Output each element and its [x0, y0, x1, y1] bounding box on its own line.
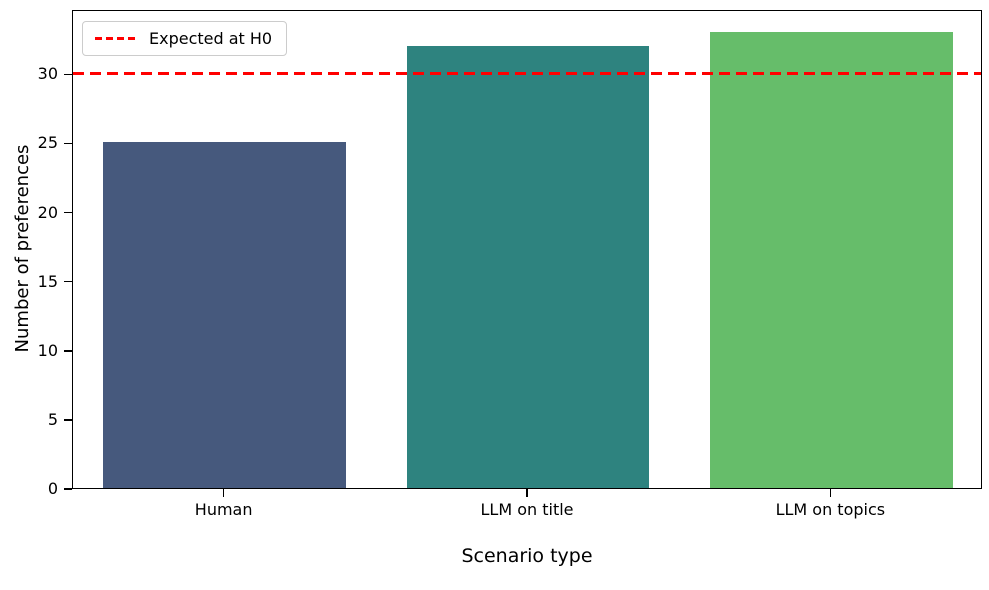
x-tick-label-llm-on-title: LLM on title [480, 500, 574, 519]
y-tick-mark [64, 280, 72, 283]
legend: Expected at H0 [82, 21, 288, 56]
y-tick-mark [64, 211, 72, 214]
x-tick-mark [829, 489, 832, 497]
y-tick-label: 5 [47, 409, 58, 429]
y-tick-mark [64, 350, 72, 352]
y-tick-mark [64, 488, 72, 490]
legend-dashed-line-icon [95, 37, 137, 40]
y-tick-label: 15 [37, 271, 58, 291]
legend-label: Expected at H0 [149, 29, 273, 48]
plot-area: Expected at H0 [72, 10, 982, 489]
bar-human [103, 142, 346, 488]
y-tick-label: 20 [37, 202, 58, 222]
x-tick-label-llm-on-topics: LLM on topics [775, 500, 886, 519]
x-tick-mark [222, 489, 225, 497]
y-tick-label: 30 [37, 64, 58, 84]
bar-llm-on-title [406, 45, 650, 488]
y-tick-label: 25 [37, 133, 58, 153]
x-axis-title: Scenario type [461, 545, 593, 567]
x-tick-label-human: Human [194, 500, 253, 519]
x-tick-mark [526, 489, 528, 497]
y-tick-mark [64, 142, 72, 145]
y-tick-label: 10 [37, 340, 58, 360]
bar-llm-on-topics [710, 31, 953, 488]
y-tick-label: 0 [47, 479, 58, 498]
y-tick-mark [64, 419, 72, 421]
y-tick-mark [64, 73, 72, 76]
reference-line-expected-h0 [73, 71, 981, 75]
